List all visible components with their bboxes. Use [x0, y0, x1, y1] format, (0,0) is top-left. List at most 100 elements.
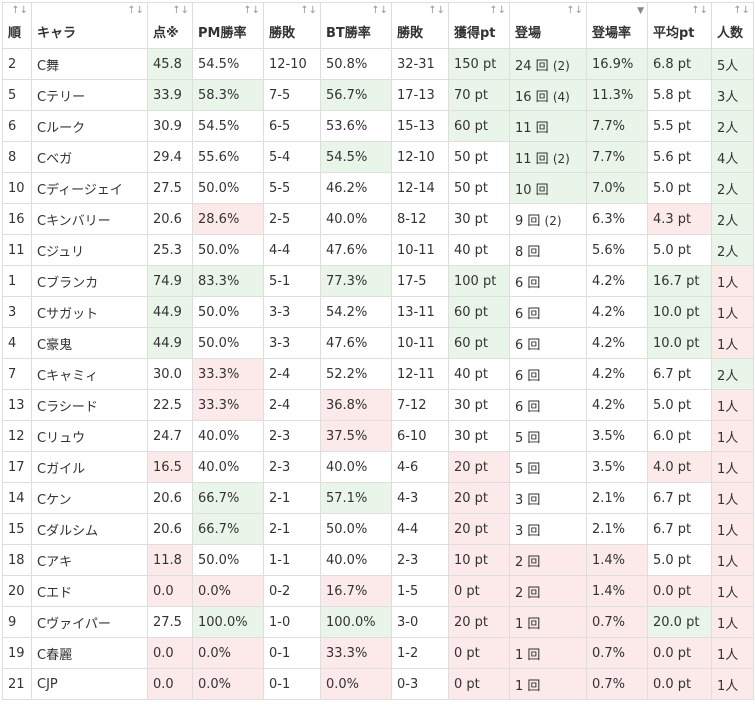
sort-toggle-icon[interactable]: ↑↓ — [733, 5, 750, 16]
column-header-chara[interactable]: ↑↓ キャラ — [31, 2, 148, 49]
cell-value: 47.6% — [326, 335, 368, 351]
table-row: 5 Cテリー 33.9 58.3% 7-5 56.7% 17-13 70 pt 16 回 (4)… — [2, 79, 754, 111]
column-label: キャラ — [37, 26, 77, 41]
cell-value: 13-11 — [397, 304, 435, 320]
sort-toggle-icon[interactable]: ↑↓ — [11, 5, 28, 16]
sort-toggle-icon[interactable]: ↑↓ — [127, 5, 144, 16]
appear-extra-count: (2) — [552, 151, 570, 166]
cell-pt: 20 pt — [448, 482, 510, 514]
cell-value: 55.6% — [198, 149, 240, 165]
cell-record: 0-1 — [263, 668, 321, 700]
cell-record: 1-0 — [263, 606, 321, 638]
cell-avg_pt: 6.0 pt — [647, 420, 712, 452]
column-header-avg_pt[interactable]: ↑↓ 平均pt — [647, 2, 712, 49]
column-header-pt[interactable]: ↑↓ 獲得pt — [448, 2, 510, 49]
cell-record: 12-10 — [263, 48, 321, 80]
column-header-score[interactable]: ↑↓ 点※ — [147, 2, 193, 49]
column-header-record[interactable]: ↑↓ 勝敗 — [263, 2, 321, 49]
column-header-rank[interactable]: ↑↓ 順 — [2, 2, 32, 49]
cell-value: 30.0 — [153, 366, 182, 382]
cell-pm_rate: 0.0% — [192, 637, 264, 669]
cell-value: 0.7% — [592, 645, 626, 661]
sort-toggle-icon[interactable]: ↑↓ — [371, 5, 388, 16]
cell-bt_record: 8-12 — [391, 203, 449, 235]
sort-toggle-icon[interactable]: ↑↓ — [691, 5, 708, 16]
cell-value: 0.0 pt — [653, 645, 692, 661]
cell-value: 4.2% — [592, 397, 626, 413]
cell-value: 1人 — [717, 554, 739, 570]
cell-bt_rate: 54.2% — [320, 296, 392, 328]
appear-extra-count: (2) — [544, 213, 562, 228]
cell-value: 1 回 — [515, 647, 541, 663]
cell-record: 4-4 — [263, 234, 321, 266]
cell-value: 3人 — [717, 89, 739, 105]
sort-toggle-icon[interactable]: ↑↓ — [172, 5, 189, 16]
cell-players: 1人 — [711, 513, 754, 545]
cell-value: 33.3% — [326, 645, 368, 661]
table-row: 7 Cキャミィ 30.0 33.3% 2-4 52.2% 12-11 40 pt 6 回 4.2%… — [2, 358, 754, 390]
cell-value: 22.5 — [153, 397, 182, 413]
cell-value: 70 pt — [454, 87, 489, 103]
cell-value: 0 pt — [454, 676, 480, 692]
cell-players: 1人 — [711, 606, 754, 638]
cell-chara: Cブランカ — [31, 265, 148, 297]
column-header-pm_rate[interactable]: ↑↓ PM勝率 — [192, 2, 264, 49]
column-label: 点※ — [153, 26, 179, 41]
sort-toggle-icon[interactable]: ↑↓ — [489, 5, 506, 16]
cell-appear_rate: 3.5% — [586, 420, 648, 452]
cell-score: 30.9 — [147, 110, 193, 142]
column-label: PM勝率 — [198, 26, 247, 41]
cell-value: 11.8 — [153, 552, 182, 568]
cell-appear_rate: 7.7% — [586, 141, 648, 173]
cell-value: 40.0% — [326, 552, 368, 568]
cell-pm_rate: 50.0% — [192, 327, 264, 359]
sort-toggle-icon[interactable]: ↑↓ — [428, 5, 445, 16]
column-header-players[interactable]: ↑↓ 人数 — [711, 2, 754, 49]
cell-value: 3 — [8, 304, 17, 320]
cell-value: 1-2 — [397, 645, 419, 661]
column-header-bt_rate[interactable]: ↑↓ BT勝率 — [320, 2, 392, 49]
column-header-appear_rate[interactable]: ▼ 登場率 — [586, 2, 648, 49]
cell-value: 10 pt — [454, 552, 489, 568]
cell-value: Cディージェイ — [37, 182, 123, 198]
cell-value: 3-3 — [269, 335, 291, 351]
cell-value: 3.5% — [592, 428, 626, 444]
column-header-bt_record[interactable]: ↑↓ 勝敗 — [391, 2, 449, 49]
cell-avg_pt: 5.6 pt — [647, 141, 712, 173]
column-header-appear[interactable]: ↑↓ 登場 — [509, 2, 587, 49]
cell-value: 37.5% — [326, 428, 368, 444]
sort-toggle-icon[interactable]: ↑↓ — [300, 5, 317, 16]
cell-value: 2人 — [717, 244, 739, 260]
cell-value: 1人 — [717, 275, 739, 291]
sort-desc-icon[interactable]: ▼ — [637, 6, 644, 16]
cell-pt: 50 pt — [448, 172, 510, 204]
cell-score: 44.9 — [147, 327, 193, 359]
cell-value: 54.5% — [326, 149, 368, 165]
cell-value: 20 — [8, 583, 25, 599]
cell-value: 6.0 pt — [653, 428, 692, 444]
cell-value: 16.7 pt — [653, 273, 700, 289]
cell-bt_record: 1-5 — [391, 575, 449, 607]
cell-value: 3-0 — [397, 614, 419, 630]
sort-toggle-icon[interactable]: ↑↓ — [566, 5, 583, 16]
cell-value: 2-3 — [269, 428, 291, 444]
cell-value: 4.0 pt — [653, 459, 692, 475]
sort-toggle-icon[interactable]: ↑↓ — [243, 5, 260, 16]
cell-players: 5人 — [711, 48, 754, 80]
cell-rank: 9 — [2, 606, 32, 638]
cell-value: 20.6 — [153, 211, 182, 227]
cell-value: 25.3 — [153, 242, 182, 258]
cell-score: 0.0 — [147, 668, 193, 700]
cell-pt: 20 pt — [448, 513, 510, 545]
table-row: 18 Cアキ 11.8 50.0% 1-1 40.0% 2-3 10 pt 2 回 1.4% 5.0… — [2, 544, 754, 576]
cell-appear: 24 回 (2) — [509, 48, 587, 80]
cell-bt_rate: 100.0% — [320, 606, 392, 638]
table-row: 4 C豪鬼 44.9 50.0% 3-3 47.6% 10-11 60 pt 6 回 4.2% 10… — [2, 327, 754, 359]
cell-rank: 17 — [2, 451, 32, 483]
cell-value: 6.3% — [592, 211, 626, 227]
cell-bt_rate: 46.2% — [320, 172, 392, 204]
cell-value: 0.0% — [198, 583, 232, 599]
cell-value: 150 pt — [454, 56, 497, 72]
cell-appear: 8 回 — [509, 234, 587, 266]
appear-extra-count: (2) — [552, 58, 570, 73]
